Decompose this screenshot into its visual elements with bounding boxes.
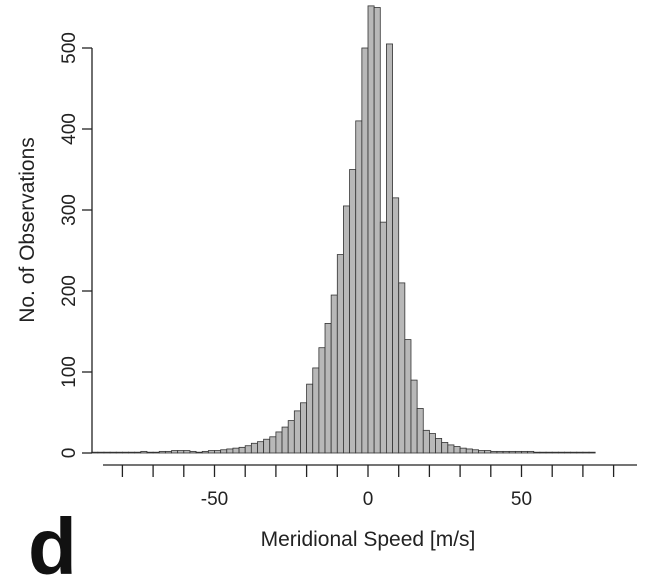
histogram-bar xyxy=(564,451,572,454)
histogram-bar xyxy=(140,450,148,454)
histogram-bar xyxy=(318,347,326,454)
histogram-bar xyxy=(502,450,510,454)
histogram-bar xyxy=(109,451,117,454)
histogram-bar xyxy=(533,451,541,454)
histogram-bar xyxy=(435,438,443,454)
histogram-bar xyxy=(336,254,344,454)
histogram-bar xyxy=(183,450,191,454)
histogram-bar xyxy=(103,451,111,454)
histogram-bar xyxy=(269,436,277,454)
histogram-bar xyxy=(164,450,172,454)
histogram-bar xyxy=(545,451,553,454)
histogram-bar xyxy=(195,451,203,454)
histogram-bar xyxy=(281,426,289,454)
histogram-bar xyxy=(152,451,160,454)
histogram-bar xyxy=(471,449,479,454)
histogram-bar xyxy=(97,451,105,454)
histogram-bar xyxy=(453,446,461,454)
histogram-bar xyxy=(527,450,535,454)
histogram-bar xyxy=(343,205,350,454)
x-tick-label: -50 xyxy=(201,489,228,510)
histogram-bar xyxy=(306,383,314,454)
histogram-bar xyxy=(146,451,154,454)
histogram-bar xyxy=(244,445,252,454)
y-tick-label: 400 xyxy=(59,113,80,145)
histogram-bar xyxy=(293,410,301,454)
histogram-bar xyxy=(496,450,504,454)
histogram-bar xyxy=(490,450,498,454)
histogram-bar xyxy=(324,322,332,454)
histogram-bar xyxy=(478,450,486,454)
histogram-bar xyxy=(128,451,136,454)
x-tick-label: 0 xyxy=(363,489,374,510)
histogram-bar xyxy=(201,450,209,454)
histogram-bar xyxy=(220,449,228,454)
histogram-bars xyxy=(91,5,596,454)
histogram-bar xyxy=(398,282,406,454)
histogram-bar xyxy=(582,451,590,454)
histogram-bar xyxy=(508,450,516,454)
histogram-bar xyxy=(404,339,412,454)
histogram-bar xyxy=(410,379,418,454)
histogram-bar xyxy=(373,7,381,454)
histogram-bar xyxy=(214,450,222,454)
y-axis-ticks: 0 100 200 300 400 500 xyxy=(59,32,92,458)
histogram-bar xyxy=(312,367,320,454)
histogram-bar xyxy=(158,450,166,454)
histogram-bar xyxy=(367,5,375,454)
histogram-bar xyxy=(441,442,449,454)
histogram-bar xyxy=(379,221,387,454)
histogram-bar xyxy=(171,450,179,454)
histogram-bar xyxy=(588,451,596,454)
histogram-bar xyxy=(447,444,455,454)
histogram-bar xyxy=(386,43,393,454)
histogram-bar xyxy=(134,451,142,454)
y-tick-label: 500 xyxy=(59,32,80,64)
histogram-bar xyxy=(570,451,578,454)
panel-letter: d xyxy=(28,502,77,582)
x-axis-ticks: -50 0 50 xyxy=(121,465,615,510)
histogram-bar xyxy=(361,47,369,454)
histogram-bar xyxy=(177,450,185,454)
histogram-bar xyxy=(416,408,424,454)
histogram-bar xyxy=(207,450,215,454)
histogram-bar xyxy=(122,451,129,454)
histogram-bar xyxy=(392,197,400,454)
histogram-bar xyxy=(226,448,234,454)
histogram-bar xyxy=(238,446,246,454)
histogram-bar xyxy=(287,420,295,454)
histogram-bar xyxy=(576,451,584,454)
histogram-bar xyxy=(422,429,430,454)
histogram-bar xyxy=(257,441,265,454)
y-tick-label: 200 xyxy=(59,275,80,307)
histogram-bar xyxy=(355,120,363,454)
histogram-bar xyxy=(349,169,357,454)
histogram-bar xyxy=(465,448,473,454)
histogram-bar xyxy=(514,450,522,454)
histogram-bar xyxy=(232,447,240,454)
histogram-bar xyxy=(521,450,529,454)
histogram-bar xyxy=(557,451,565,454)
histogram-bar xyxy=(330,294,338,454)
x-tick-label: 50 xyxy=(511,489,532,510)
histogram-bar xyxy=(275,431,283,454)
histogram-bar xyxy=(484,450,492,454)
y-axis-title: No. of Observations xyxy=(16,137,39,323)
histogram-bar xyxy=(115,451,123,454)
histogram-bar xyxy=(459,447,467,454)
y-tick-label: 300 xyxy=(59,194,80,226)
x-axis-title: Meridional Speed [m/s] xyxy=(261,528,476,551)
histogram-bar xyxy=(551,451,559,454)
histogram-bar xyxy=(539,451,547,454)
histogram-bar xyxy=(263,438,271,454)
histogram-bar xyxy=(250,442,258,454)
y-tick-label: 100 xyxy=(59,356,80,388)
histogram-bar xyxy=(300,402,307,454)
y-tick-label: 0 xyxy=(59,448,80,459)
histogram-bar xyxy=(189,450,197,454)
histogram-bar xyxy=(428,433,436,454)
